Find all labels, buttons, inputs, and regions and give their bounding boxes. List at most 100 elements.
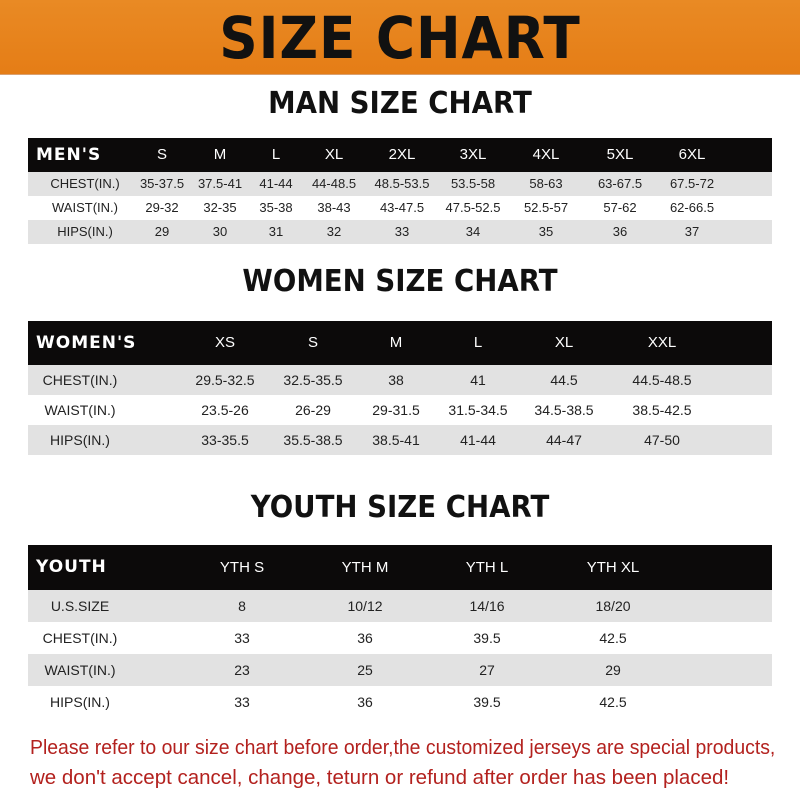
measurement-cell: 38-43 xyxy=(317,200,351,215)
size-header-cell: 4XL xyxy=(532,146,560,163)
measurement-cell: 39.5 xyxy=(473,694,501,710)
measurement-cell: 31 xyxy=(268,224,284,239)
measurement-cell: 41-44 xyxy=(259,176,293,191)
measurement-cell: 18/20 xyxy=(595,598,631,614)
size-header-cell: 5XL xyxy=(606,146,634,163)
size-header-cell: M xyxy=(389,334,403,351)
table-title-cell: MEN'S xyxy=(36,145,102,165)
table-row: CHEST(IN.) 29.5-32.5 32.5-35.5 38 41 44.5 44.5… xyxy=(28,365,772,395)
measurement-cell: 43-47.5 xyxy=(379,200,425,215)
table-title-cell: YOUTH xyxy=(36,557,107,577)
footer-notice-line-2: we don't accept cancel, change, teturn o… xyxy=(30,766,730,789)
table-row: HIPS(IN.) 33-35.5 35.5-38.5 38.5-41 41-44 44-… xyxy=(28,425,772,455)
measurement-cell: 31.5-34.5 xyxy=(448,402,508,418)
table-header-row: WOMEN'S XS S M L XL XXL xyxy=(28,321,772,365)
size-header-cell: L xyxy=(271,146,281,163)
row-label: CHEST(IN.) xyxy=(42,372,118,388)
size-header-cell: YTH S xyxy=(219,559,265,576)
row-label: HIPS(IN.) xyxy=(50,694,110,710)
men-section-title: MAN SIZE CHART xyxy=(268,86,532,121)
table-row: HIPS(IN.) 33 36 39.5 42.5 xyxy=(28,686,772,718)
measurement-cell: 47.5-52.5 xyxy=(445,200,501,215)
measurement-cell: 29-31.5 xyxy=(372,402,420,418)
measurement-cell: 36 xyxy=(612,224,628,239)
table-row: HIPS(IN.) 29 30 31 32 33 34 35 36 37 xyxy=(28,220,772,244)
measurement-cell: 14/16 xyxy=(469,598,505,614)
table-title-cell: WOMEN'S xyxy=(36,333,137,353)
row-label: CHEST(IN.) xyxy=(50,176,120,191)
measurement-cell: 32 xyxy=(326,224,342,239)
size-header-cell: S xyxy=(156,146,168,163)
measurement-cell: 37 xyxy=(684,224,700,239)
measurement-cell: 38.5-42.5 xyxy=(632,402,692,418)
measurement-cell: 67.5-72 xyxy=(669,176,715,191)
measurement-cell: 35 xyxy=(538,224,554,239)
measurement-cell: 38 xyxy=(388,372,404,388)
table-header-row: MEN'S S M L XL 2XL 3XL 4XL 5XL 6XL xyxy=(28,138,772,172)
measurement-cell: 25 xyxy=(357,662,373,678)
table-row: WAIST(IN.) 23 25 27 29 xyxy=(28,654,772,686)
size-header-cell: M xyxy=(213,146,227,163)
measurement-cell: 33 xyxy=(234,630,250,646)
row-label: WAIST(IN.) xyxy=(44,402,116,418)
measurement-cell: 23.5-26 xyxy=(201,402,249,418)
measurement-cell: 29 xyxy=(154,224,170,239)
measurement-cell: 53.5-58 xyxy=(450,176,496,191)
size-header-cell: S xyxy=(307,334,319,351)
measurement-cell: 27 xyxy=(479,662,495,678)
measurement-cell: 41-44 xyxy=(460,432,496,448)
measurement-cell: 30 xyxy=(212,224,228,239)
banner: SIZE CHART xyxy=(0,0,800,75)
measurement-cell: 47-50 xyxy=(644,432,680,448)
measurement-cell: 37.5-41 xyxy=(197,176,243,191)
measurement-cell: 42.5 xyxy=(599,630,627,646)
table-row: U.S.SIZE 8 10/12 14/16 18/20 xyxy=(28,590,772,622)
size-header-cell: 2XL xyxy=(388,146,416,163)
measurement-cell: 32-35 xyxy=(203,200,237,215)
table-row: CHEST(IN.) 35-37.5 37.5-41 41-44 44-48.5 48.5… xyxy=(28,172,772,196)
size-header-cell: XL xyxy=(554,334,574,351)
table-row: WAIST(IN.) 29-32 32-35 35-38 38-43 43-47.5 47.… xyxy=(28,196,772,220)
size-header-cell: XXL xyxy=(647,334,677,351)
measurement-cell: 44-48.5 xyxy=(311,176,357,191)
row-label: HIPS(IN.) xyxy=(57,224,113,239)
measurement-cell: 33 xyxy=(394,224,410,239)
measurement-cell: 36 xyxy=(357,694,373,710)
measurement-cell: 29 xyxy=(605,662,621,678)
row-label: U.S.SIZE xyxy=(50,598,110,614)
size-header-cell: 3XL xyxy=(459,146,487,163)
measurement-cell: 44.5 xyxy=(550,372,578,388)
youth-section-title: YOUTH SIZE CHART xyxy=(250,490,550,525)
measurement-cell: 34 xyxy=(465,224,481,239)
measurement-cell: 34.5-38.5 xyxy=(534,402,594,418)
women-section-title: WOMEN SIZE CHART xyxy=(242,264,558,299)
banner-title: SIZE CHART xyxy=(219,4,581,72)
measurement-cell: 41 xyxy=(470,372,486,388)
measurement-cell: 48.5-53.5 xyxy=(374,176,430,191)
measurement-cell: 32.5-35.5 xyxy=(283,372,343,388)
size-header-cell: XS xyxy=(214,334,236,351)
measurement-cell: 39.5 xyxy=(473,630,501,646)
row-label: HIPS(IN.) xyxy=(50,432,110,448)
table-row: CHEST(IN.) 33 36 39.5 42.5 xyxy=(28,622,772,654)
measurement-cell: 52.5-57 xyxy=(523,200,569,215)
measurement-cell: 35.5-38.5 xyxy=(283,432,343,448)
measurement-cell: 33 xyxy=(234,694,250,710)
measurement-cell: 44.5-48.5 xyxy=(632,372,692,388)
measurement-cell: 23 xyxy=(234,662,250,678)
measurement-cell: 58-63 xyxy=(529,176,563,191)
size-header-cell: 6XL xyxy=(678,146,706,163)
size-header-cell: YTH XL xyxy=(586,559,640,576)
row-label: CHEST(IN.) xyxy=(42,630,118,646)
measurement-cell: 57-62 xyxy=(603,200,637,215)
measurement-cell: 62-66.5 xyxy=(669,200,715,215)
size-header-cell: L xyxy=(473,334,483,351)
measurement-cell: 42.5 xyxy=(599,694,627,710)
row-label: WAIST(IN.) xyxy=(44,662,116,678)
row-label: WAIST(IN.) xyxy=(52,200,118,215)
table-header-row: YOUTH YTH S YTH M YTH L YTH XL xyxy=(28,545,772,590)
measurement-cell: 33-35.5 xyxy=(201,432,249,448)
footer-notice-line-1: Please refer to our size chart before or… xyxy=(30,736,776,759)
measurement-cell: 35-37.5 xyxy=(139,176,185,191)
measurement-cell: 26-29 xyxy=(295,402,331,418)
